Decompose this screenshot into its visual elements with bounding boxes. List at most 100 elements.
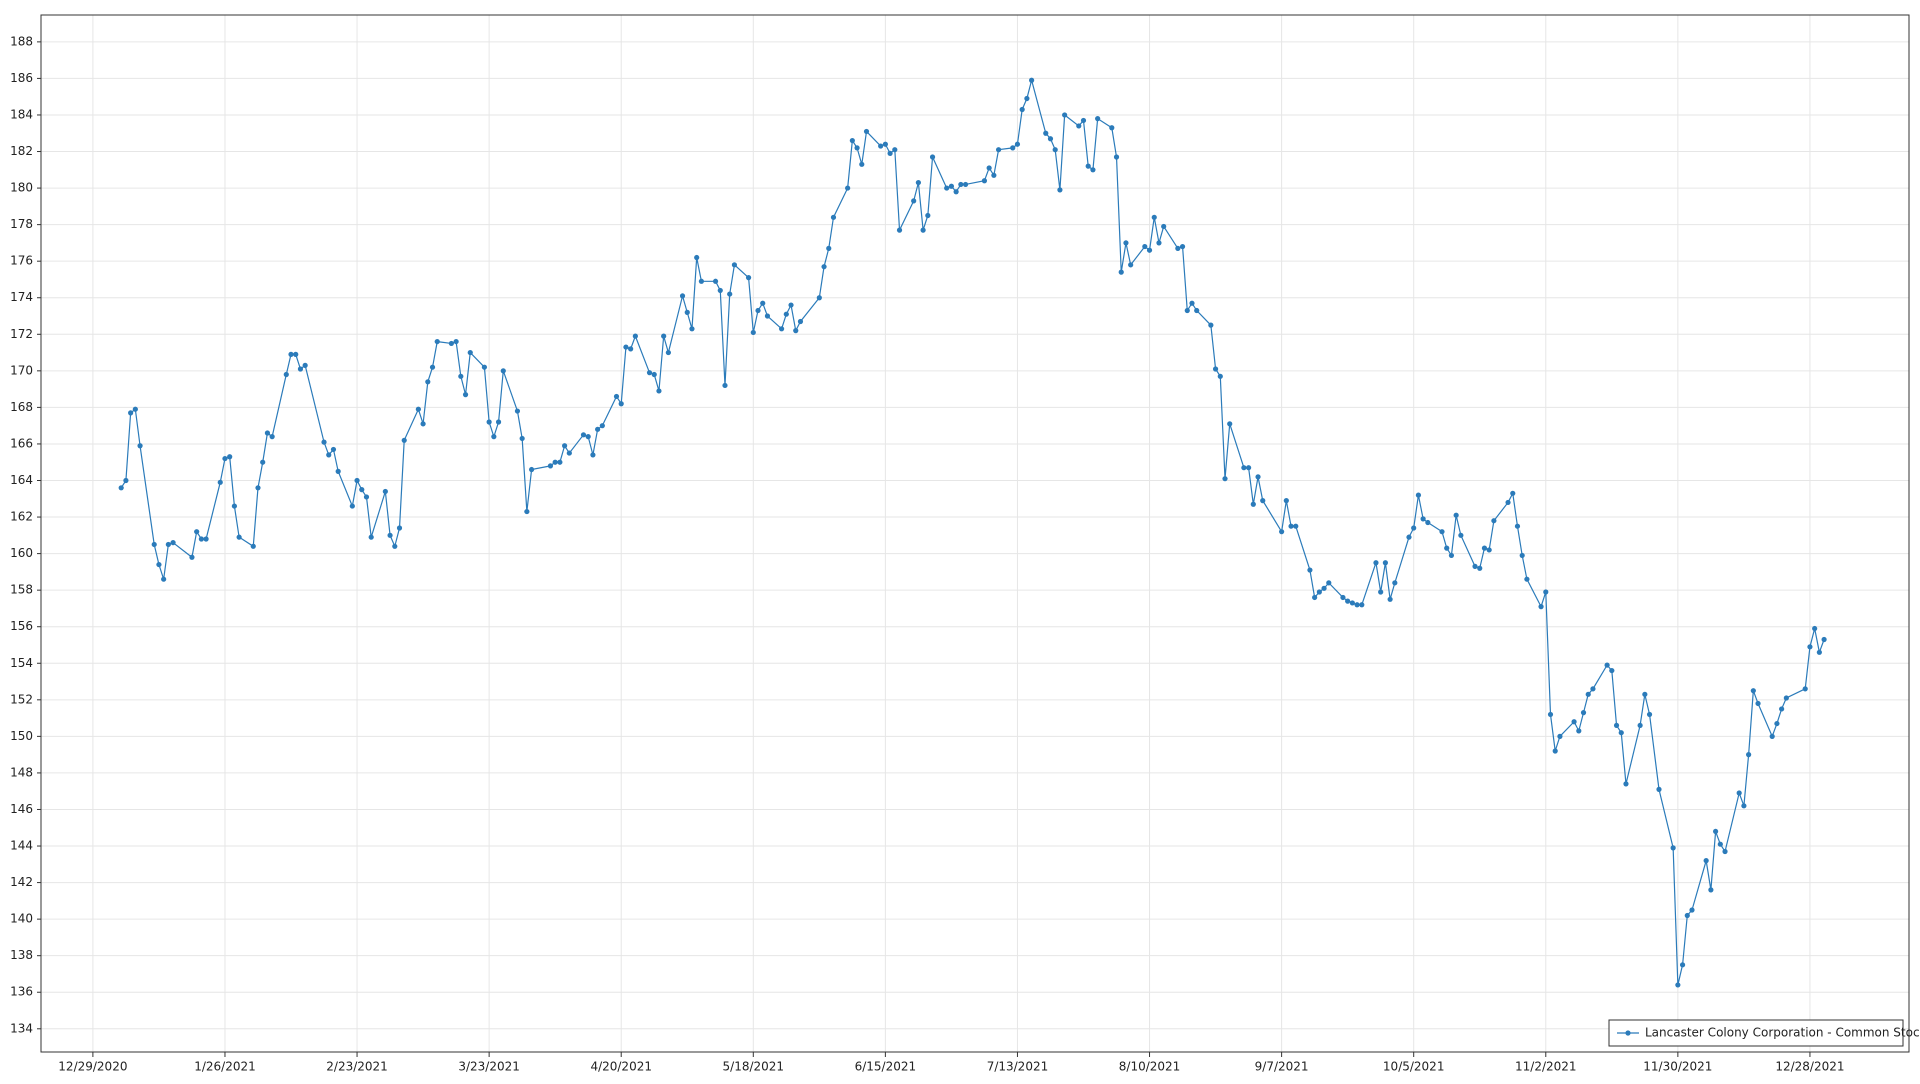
data-point bbox=[1080, 117, 1087, 124]
data-point bbox=[991, 172, 997, 178]
data-point bbox=[354, 477, 360, 484]
data-point bbox=[359, 487, 365, 493]
data-point bbox=[599, 423, 605, 429]
data-point bbox=[264, 430, 271, 436]
data-point bbox=[944, 185, 950, 191]
data-point bbox=[896, 227, 903, 233]
x-tick-label: 8/10/2021 bbox=[1119, 1060, 1181, 1074]
data-point bbox=[486, 419, 492, 425]
data-point bbox=[392, 543, 398, 549]
data-point bbox=[920, 227, 926, 233]
data-point bbox=[1444, 545, 1450, 551]
data-point bbox=[1580, 710, 1587, 716]
data-point bbox=[425, 379, 431, 385]
data-point bbox=[986, 165, 992, 171]
x-tick-label: 4/20/2021 bbox=[590, 1060, 652, 1074]
data-point bbox=[623, 344, 629, 350]
data-point bbox=[1491, 518, 1497, 524]
data-point bbox=[1014, 141, 1021, 147]
data-point bbox=[1472, 563, 1478, 569]
data-point bbox=[1245, 465, 1252, 471]
data-point bbox=[1142, 243, 1148, 250]
data-point bbox=[1057, 187, 1063, 193]
data-point bbox=[712, 278, 719, 284]
data-point bbox=[1609, 667, 1615, 674]
data-point bbox=[194, 529, 200, 535]
data-point bbox=[826, 245, 832, 251]
data-point bbox=[1425, 519, 1431, 526]
data-point bbox=[925, 212, 931, 219]
data-point bbox=[722, 382, 728, 389]
data-point bbox=[698, 278, 705, 284]
data-point bbox=[816, 295, 822, 301]
y-tick-label: 138 bbox=[10, 948, 33, 962]
data-point bbox=[854, 145, 860, 151]
data-point bbox=[1538, 604, 1544, 610]
data-point bbox=[948, 183, 955, 189]
x-tick-label: 9/7/2021 bbox=[1255, 1060, 1309, 1074]
data-point bbox=[288, 351, 294, 357]
y-tick-label: 182 bbox=[10, 144, 33, 158]
data-point bbox=[1543, 589, 1549, 595]
data-point bbox=[1222, 476, 1228, 482]
y-tick-label: 148 bbox=[10, 765, 33, 779]
data-point bbox=[793, 328, 799, 334]
data-point bbox=[1646, 711, 1653, 718]
data-point bbox=[1783, 695, 1789, 701]
data-point bbox=[1618, 730, 1624, 736]
data-point bbox=[1708, 887, 1714, 893]
data-point bbox=[1283, 498, 1289, 504]
data-point bbox=[778, 326, 785, 332]
data-point bbox=[892, 147, 898, 153]
data-point bbox=[1076, 123, 1082, 129]
data-point bbox=[1179, 243, 1186, 250]
data-point bbox=[1321, 585, 1327, 591]
data-point bbox=[462, 391, 469, 398]
data-point bbox=[1095, 116, 1101, 122]
data-point bbox=[1208, 322, 1214, 328]
data-point bbox=[694, 254, 700, 261]
y-tick-label: 160 bbox=[10, 546, 33, 560]
data-point bbox=[335, 468, 341, 474]
data-point bbox=[1458, 532, 1464, 538]
y-tick-label: 180 bbox=[10, 181, 33, 195]
data-point bbox=[255, 485, 261, 491]
x-tick-label: 3/23/2021 bbox=[458, 1060, 520, 1074]
data-point bbox=[269, 434, 275, 440]
data-point bbox=[859, 161, 865, 167]
data-point bbox=[1359, 602, 1365, 608]
data-point bbox=[448, 340, 454, 347]
data-point bbox=[1279, 529, 1285, 535]
legend-box bbox=[1608, 1019, 1904, 1047]
data-point bbox=[467, 349, 473, 356]
data-point bbox=[1382, 560, 1388, 566]
data-point bbox=[165, 541, 171, 548]
data-point bbox=[595, 426, 601, 432]
data-point bbox=[878, 143, 884, 149]
data-point bbox=[458, 373, 464, 379]
data-point bbox=[453, 338, 459, 345]
data-point bbox=[1156, 240, 1162, 246]
data-point bbox=[1373, 560, 1379, 566]
data-point bbox=[915, 179, 921, 186]
data-point bbox=[1736, 790, 1742, 796]
data-point bbox=[1113, 154, 1120, 160]
x-tick-label: 5/18/2021 bbox=[723, 1060, 785, 1074]
data-point bbox=[1477, 565, 1483, 571]
data-point bbox=[1189, 300, 1195, 306]
data-point bbox=[646, 370, 653, 376]
data-point bbox=[1340, 594, 1346, 601]
data-point bbox=[1637, 722, 1643, 729]
data-point bbox=[1604, 662, 1610, 668]
data-point bbox=[750, 329, 756, 336]
x-tick-label: 12/29/2020 bbox=[58, 1060, 127, 1074]
data-point bbox=[1415, 492, 1422, 498]
data-point bbox=[1175, 245, 1181, 251]
data-point bbox=[1010, 145, 1016, 151]
data-point bbox=[962, 181, 969, 188]
y-tick-label: 152 bbox=[10, 692, 33, 706]
y-tick-label: 174 bbox=[10, 290, 33, 304]
data-point bbox=[1354, 602, 1360, 608]
data-point bbox=[745, 275, 752, 281]
